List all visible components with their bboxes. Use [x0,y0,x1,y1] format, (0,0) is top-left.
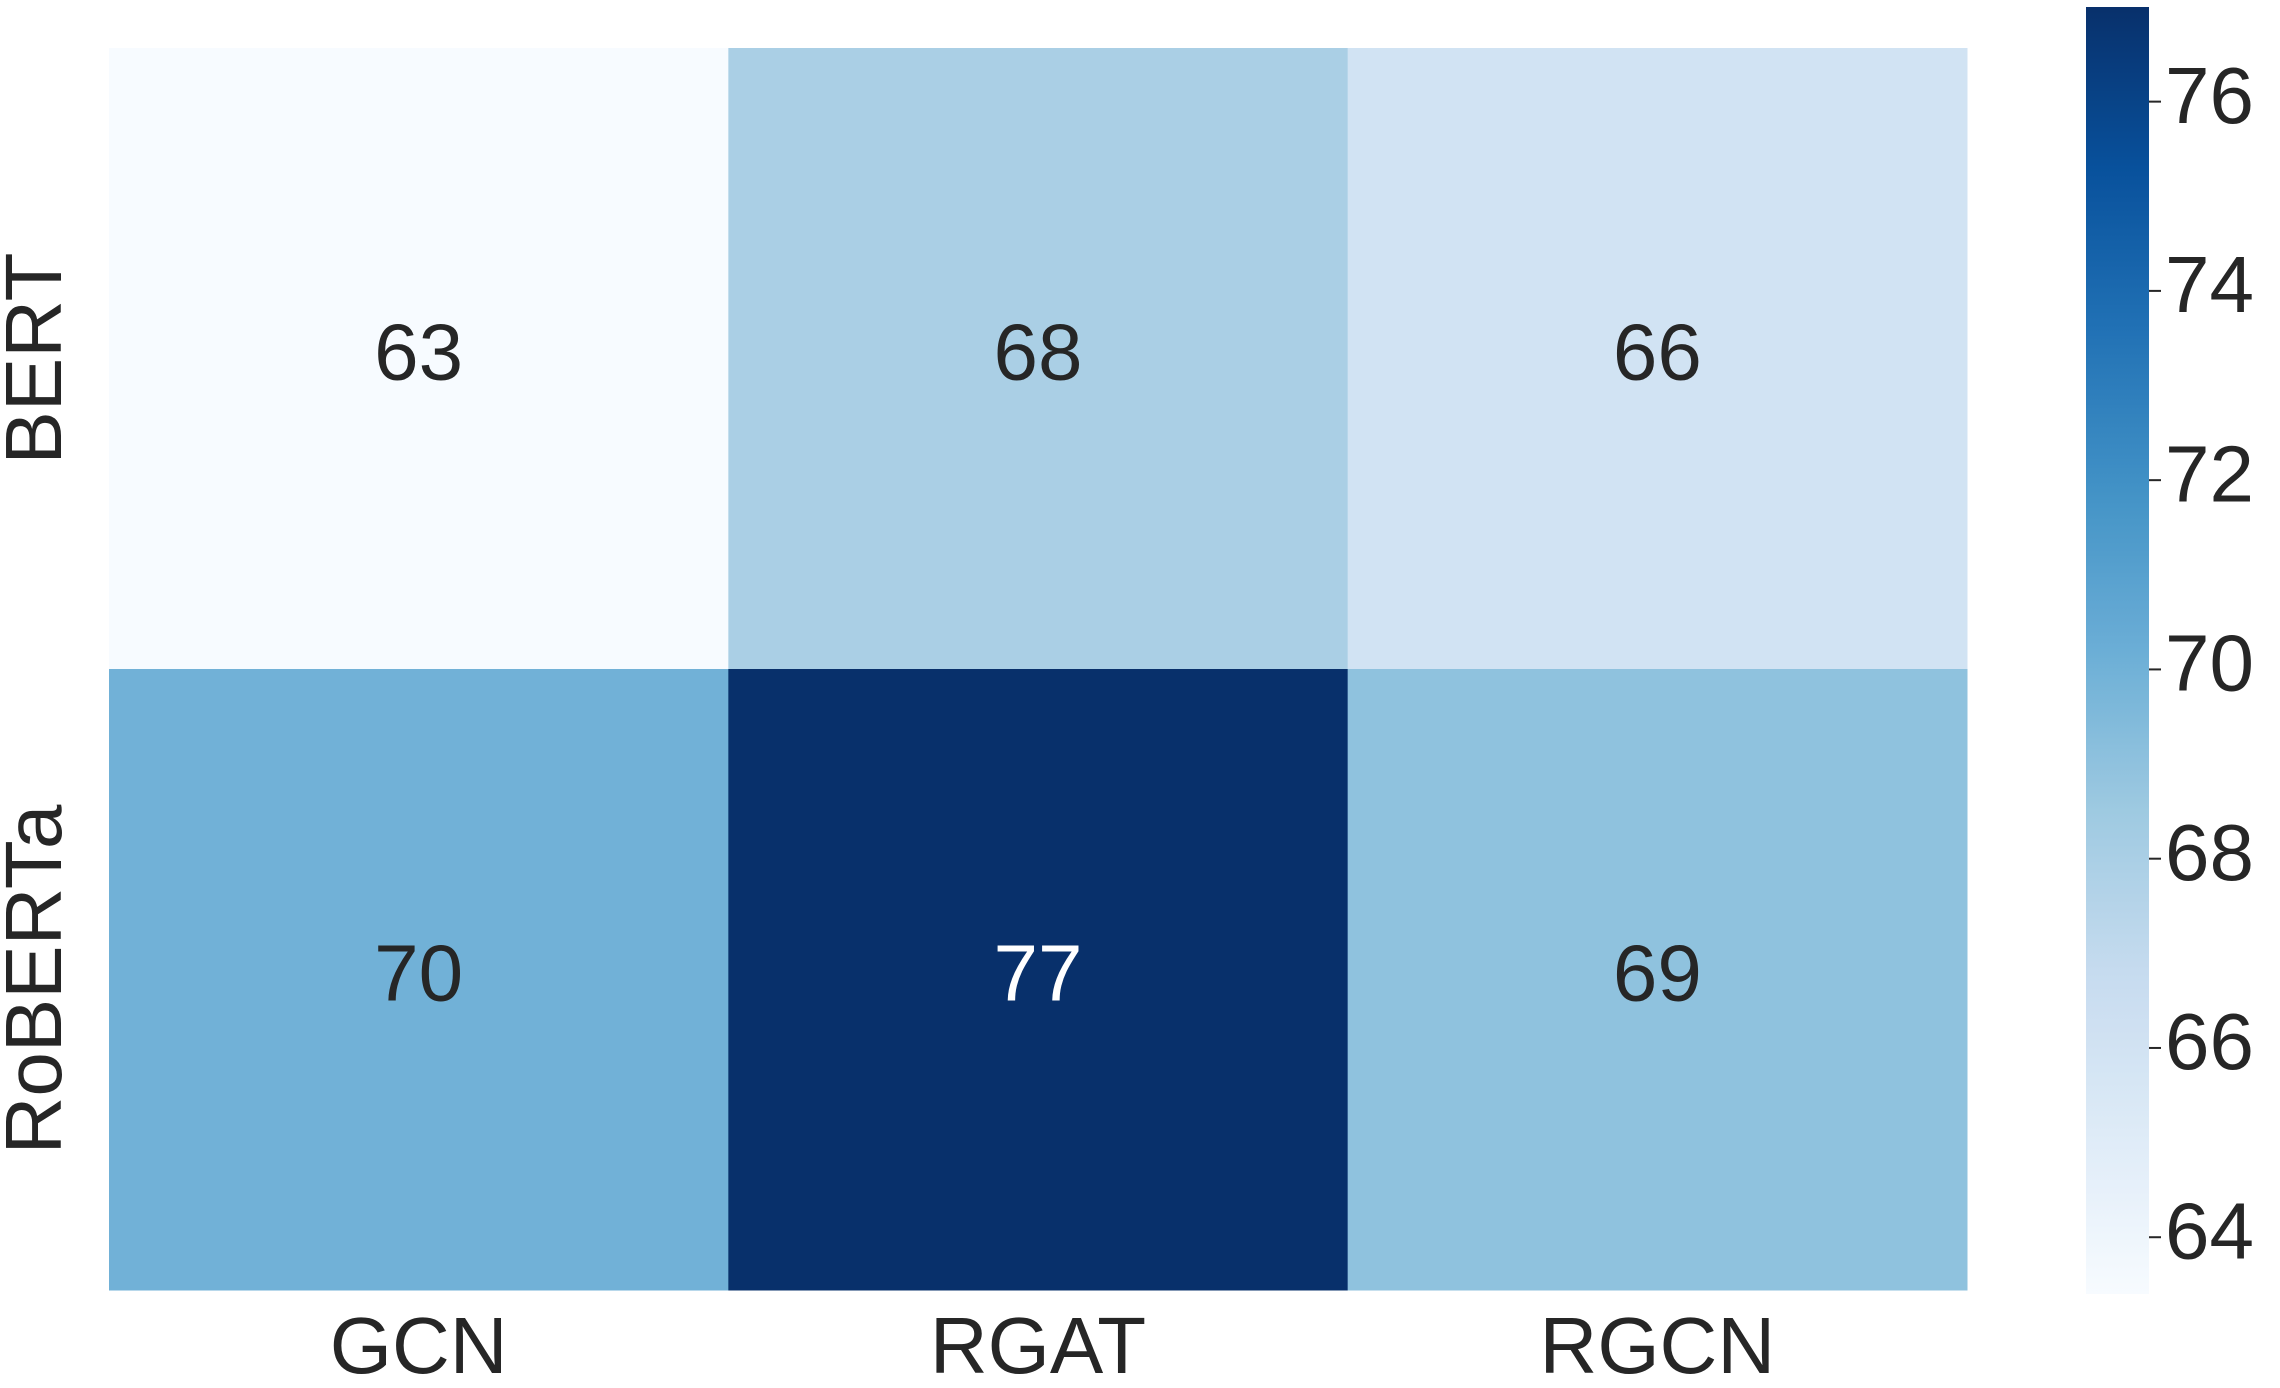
cell-label: 68 [994,308,1083,397]
cell-label: 70 [374,929,463,1018]
colorbar-tick-label: 70 [2165,619,2254,708]
colorbar-tick-label: 64 [2165,1186,2254,1275]
heatmap-cell [1347,48,1968,670]
colorbar [2086,7,2149,1294]
y-tick-label: BERT [0,253,78,465]
heatmap-cell [728,48,1349,670]
cell-label: 63 [374,308,463,397]
colorbar-tick-label: 66 [2165,997,2254,1086]
y-tick-label: RoBERTa [0,804,78,1154]
heatmap-cell [109,669,729,1291]
colorbar-tick-label: 72 [2165,429,2254,518]
colorbar-tick-label: 74 [2165,240,2254,329]
heatmap-cell [109,48,729,670]
heatmap-cell [728,669,1349,1291]
cell-label: 66 [1613,308,1702,397]
cell-label: 69 [1613,929,1702,1018]
x-tick-label: GCN [330,1301,508,1388]
colorbar-tick-label: 76 [2165,51,2254,140]
colorbar-tick-label: 68 [2165,808,2254,897]
heatmap-cell [1347,669,1968,1291]
x-tick-label: RGAT [930,1301,1146,1388]
x-tick-label: RGCN [1540,1301,1776,1388]
cell-label: 77 [994,929,1083,1018]
